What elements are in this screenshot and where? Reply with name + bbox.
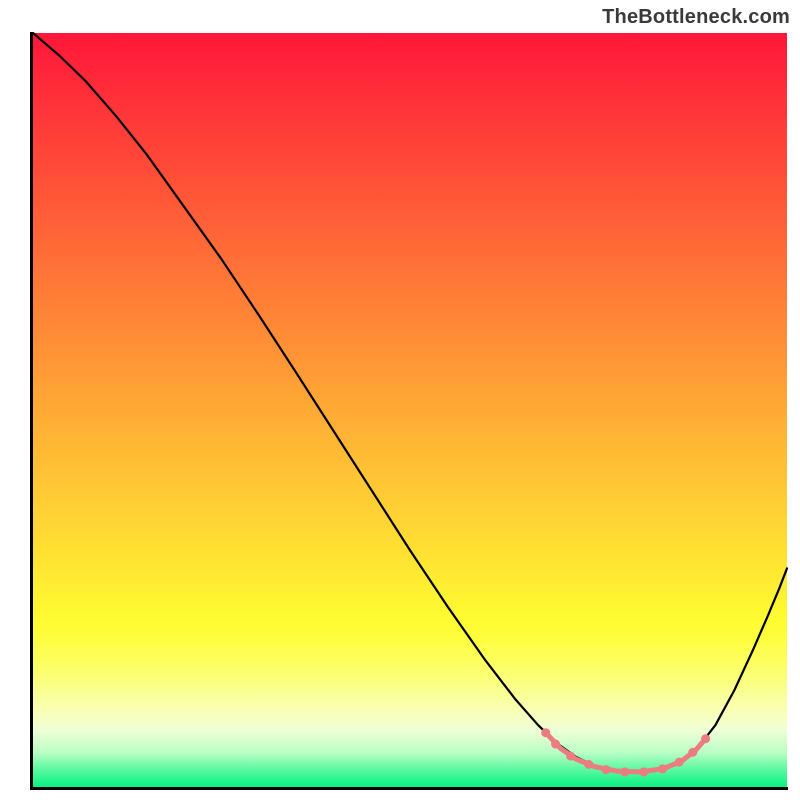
highlight-dot — [566, 752, 575, 761]
highlight-dot — [688, 748, 697, 757]
highlight-dot — [551, 740, 560, 749]
chart-container: TheBottleneck.com — [0, 0, 800, 800]
highlight-dot — [639, 767, 648, 776]
highlight-dot — [584, 760, 593, 769]
highlight-dot — [701, 734, 710, 743]
highlight-dot — [541, 728, 550, 737]
highlight-dot — [620, 767, 629, 776]
highlight-dot — [675, 758, 684, 767]
highlight-dot — [602, 765, 611, 774]
chart-svg — [0, 0, 800, 800]
watermark-text: TheBottleneck.com — [602, 6, 790, 29]
highlight-dot — [658, 764, 667, 773]
plot-background — [33, 33, 787, 787]
